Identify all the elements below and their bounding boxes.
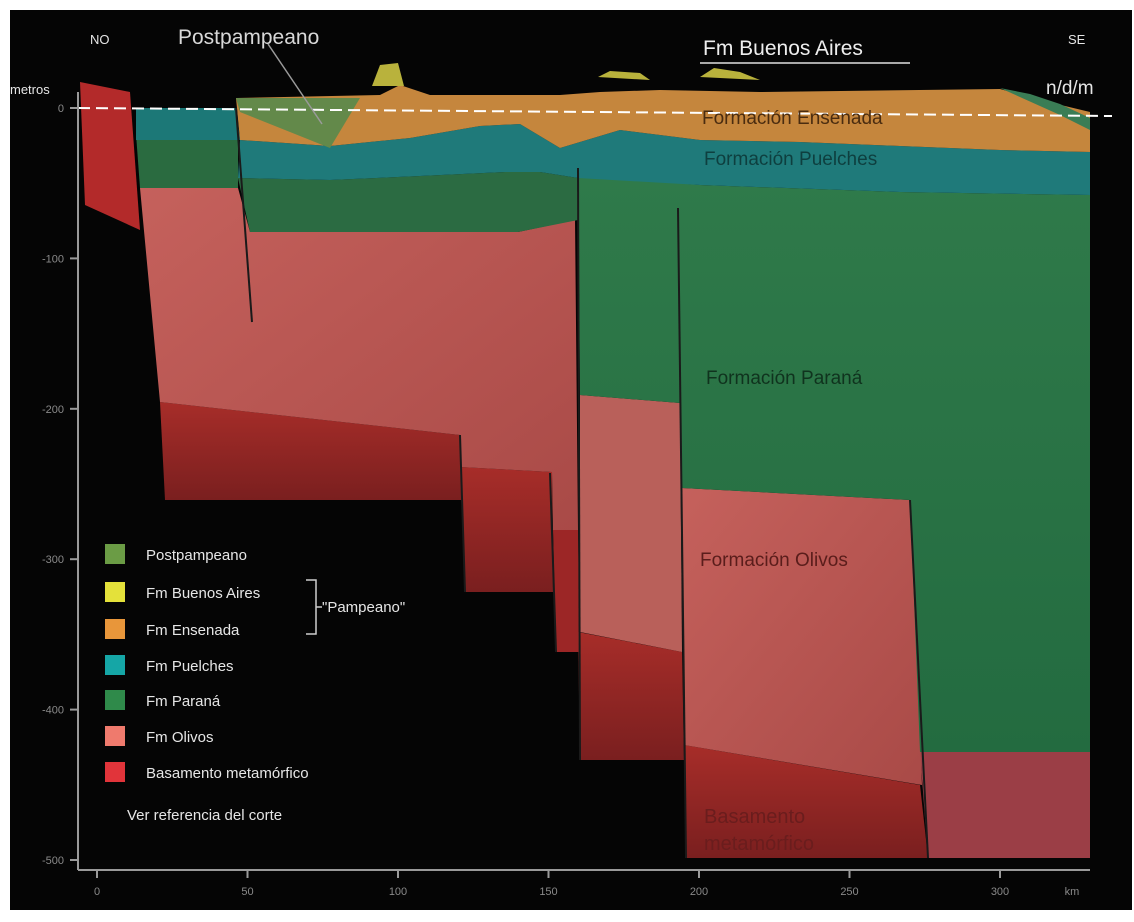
legend-label-pampeano: "Pampeano" (322, 599, 405, 616)
x-tick-label: 200 (690, 886, 708, 898)
label-formacion-puelches: Formación Puelches (704, 149, 877, 170)
legend-label-puelches: Fm Puelches (146, 658, 234, 675)
legend-label-parana: Fm Paraná (146, 693, 221, 710)
legend-swatch-olivos (105, 726, 125, 746)
legend-swatch-basamento (105, 762, 125, 782)
x-tick-label: 300 (991, 886, 1009, 898)
y-tick-label: 0 (58, 103, 64, 115)
legend-label-olivos: Fm Olivos (146, 729, 214, 746)
legend-label-buenos-aires: Fm Buenos Aires (146, 585, 260, 602)
label-basamento-line1: Basamento (704, 806, 805, 828)
label-ndm: n/d/m (1046, 78, 1094, 99)
legend-swatch-ensenada (105, 619, 125, 639)
ver-referencia-link[interactable]: Ver referencia del corte (127, 807, 282, 824)
label-postpampeano: Postpampeano (178, 26, 319, 49)
legend-swatch-parana (105, 690, 125, 710)
y-tick-label: -300 (42, 554, 64, 566)
label-formacion-parana: Formación Paraná (706, 368, 863, 389)
legend-swatch-buenos-aires (105, 582, 125, 602)
label-formacion-olivos: Formación Olivos (700, 550, 848, 571)
x-tick-label: 100 (389, 886, 407, 898)
x-tick-label: 0 (94, 886, 100, 898)
legend-label-basamento: Basamento metamórfico (146, 765, 309, 782)
legend-swatch-puelches (105, 655, 125, 675)
x-axis-unit-label: km (1065, 886, 1080, 898)
x-tick-label: 50 (241, 886, 253, 898)
x-tick-label: 150 (539, 886, 557, 898)
label-basamento-line2: metamórfico (704, 833, 814, 855)
y-tick-label: -500 (42, 855, 64, 867)
y-tick-label: -400 (42, 705, 64, 717)
y-tick-label: -100 (42, 253, 64, 265)
label-no: NO (90, 32, 110, 47)
legend-label-postpampeano: Postpampeano (146, 547, 247, 564)
legend-label-ensenada: Fm Ensenada (146, 622, 240, 639)
label-metros: metros (10, 82, 50, 97)
label-fm-buenos-aires: Fm Buenos Aires (703, 37, 863, 60)
label-se: SE (1068, 32, 1086, 47)
label-formacion-ensenada: Formación Ensenada (702, 108, 883, 129)
y-tick-label: -200 (42, 404, 64, 416)
x-tick-label: 250 (840, 886, 858, 898)
legend-swatch-postpampeano (105, 544, 125, 564)
